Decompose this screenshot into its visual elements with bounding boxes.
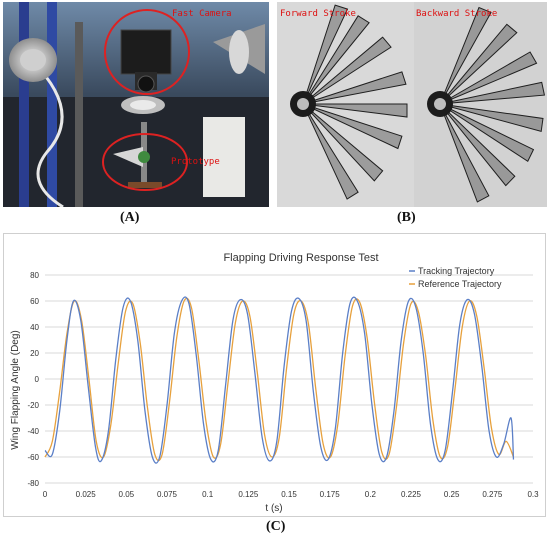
x-tick-label: 0.05 bbox=[119, 490, 135, 499]
annotation-fast-camera: Fast Camera bbox=[172, 9, 232, 19]
wing-blade bbox=[302, 103, 403, 150]
x-tick-label: 0.2 bbox=[365, 490, 377, 499]
label-forward-stroke: Forward Stroke bbox=[280, 9, 356, 19]
y-tick-label: -20 bbox=[27, 401, 39, 410]
series-line-reference-trajectory bbox=[44, 297, 515, 462]
stroke-frames: Forward Stroke Backward Stroke bbox=[277, 2, 547, 207]
fast-camera bbox=[120, 29, 172, 93]
chart-title: Flapping Driving Response Test bbox=[223, 252, 378, 264]
x-tick-label: 0.15 bbox=[281, 490, 297, 499]
camera-highlight-circle bbox=[104, 9, 190, 95]
wing-fan-backward bbox=[427, 6, 546, 203]
y-tick-label: -80 bbox=[27, 479, 39, 488]
setup-illustration: Fast Camera Prototype bbox=[3, 2, 269, 207]
chart-panel: Flapping Driving Response Test 80 60 40 20 0… bbox=[3, 233, 546, 517]
x-tick-label: 0.025 bbox=[76, 490, 97, 499]
lamp-left bbox=[9, 38, 57, 82]
prototype bbox=[113, 122, 162, 188]
legend-label: Tracking Trajectory bbox=[418, 266, 495, 276]
x-tick-label: 0.25 bbox=[444, 490, 460, 499]
x-tick-label: 0.175 bbox=[320, 490, 341, 499]
wing-blade bbox=[302, 71, 407, 105]
x-tick-label: 0.225 bbox=[401, 490, 422, 499]
flapping-chart: Flapping Driving Response Test 80 60 40 20 0… bbox=[10, 252, 539, 514]
wing-blade bbox=[302, 36, 392, 105]
wing-blade bbox=[439, 103, 516, 187]
wing-blade bbox=[439, 103, 535, 163]
photo-setup: Fast Camera Prototype bbox=[3, 2, 269, 207]
wing-blade bbox=[439, 81, 546, 105]
prototype-highlight-circle bbox=[102, 133, 188, 191]
wing-blade bbox=[302, 103, 408, 118]
wing-blade bbox=[439, 6, 492, 105]
lamp-right bbox=[213, 24, 265, 74]
label-backward-stroke: Backward Stroke bbox=[416, 9, 497, 19]
label-b: (B) bbox=[397, 210, 416, 225]
wing-blade bbox=[302, 15, 370, 105]
wing-hub-center bbox=[297, 98, 309, 110]
label-a: (A) bbox=[120, 210, 140, 225]
x-tick-label: 0.125 bbox=[238, 490, 259, 499]
y-tick-label: -60 bbox=[27, 453, 39, 462]
label-c: (C) bbox=[266, 519, 286, 534]
wing-blade bbox=[302, 103, 384, 182]
wing-blade bbox=[439, 103, 490, 203]
x-tick-label: 0 bbox=[43, 490, 48, 499]
wing-blade bbox=[439, 23, 518, 105]
wing-hub-center bbox=[434, 98, 446, 110]
x-tick-label: 0.075 bbox=[157, 490, 178, 499]
annotation-prototype: Prototype bbox=[171, 157, 220, 167]
wing-blade bbox=[439, 103, 544, 132]
white-board bbox=[203, 117, 245, 197]
x-tick-label: 0.1 bbox=[202, 490, 214, 499]
lamp-center bbox=[121, 96, 165, 114]
y-tick-label: -40 bbox=[27, 427, 39, 436]
x-axis-label: t (s) bbox=[265, 503, 282, 514]
x-tick-label: 0.3 bbox=[527, 490, 539, 499]
photo-strokes: Forward Stroke Backward Stroke bbox=[277, 2, 547, 207]
y-tick-label: 0 bbox=[35, 375, 40, 384]
legend: Tracking Trajectory Reference Trajectory bbox=[409, 266, 502, 289]
wing-blade bbox=[302, 103, 359, 200]
x-tick-label: 0.275 bbox=[482, 490, 503, 499]
y-tick-label: 60 bbox=[30, 297, 39, 306]
y-tick-label: 80 bbox=[30, 271, 39, 280]
y-tick-label: 40 bbox=[30, 323, 39, 332]
wing-blade bbox=[302, 4, 349, 105]
legend-label: Reference Trajectory bbox=[418, 279, 502, 289]
wing-blade bbox=[439, 51, 538, 105]
series-line-tracking-trajectory bbox=[44, 296, 515, 464]
wing-fan-forward bbox=[290, 4, 408, 200]
y-axis-label: Wing Flapping Angle (Deg) bbox=[10, 330, 21, 450]
y-tick-label: 20 bbox=[30, 349, 39, 358]
